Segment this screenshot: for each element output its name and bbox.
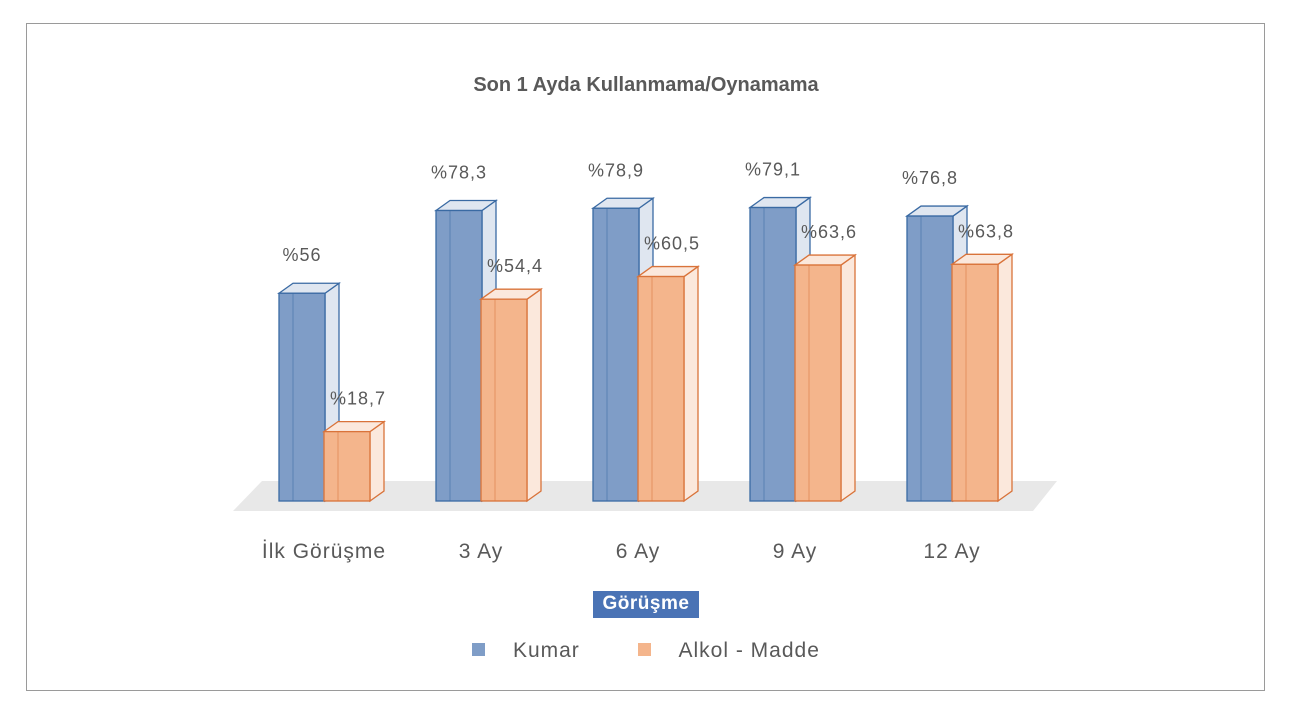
x-tick-label-9-ay: 9 Ay — [773, 540, 817, 563]
data-label-kumar-i-lk-gorusme: %56 — [282, 245, 321, 265]
legend-item-alkol-madde[interactable]: Alkol - Madde — [637, 639, 820, 663]
legend-swatch-alkol-madde — [637, 643, 651, 657]
bar-side-alkol-madde-12-ay — [997, 253, 1013, 503]
bar-alkol-madde-12-ay — [951, 263, 999, 502]
x-tick-label-12-ay: 12 Ay — [923, 540, 980, 563]
data-label-alkol-madde-3-ay: %54,4 — [487, 256, 543, 276]
x-axis-title: Görüşme — [592, 591, 700, 618]
bar-kumar-12-ay — [906, 215, 954, 502]
bar-side-alkol-madde-9-ay — [840, 253, 856, 503]
data-label-kumar-9-ay: %79,1 — [745, 160, 801, 180]
x-tick-label-3-ay: 3 Ay — [459, 540, 503, 563]
x-tick-label-6-ay: 6 Ay — [616, 540, 660, 563]
bar-kumar-9-ay — [749, 206, 797, 502]
bar-side-alkol-madde-6-ay — [683, 265, 699, 503]
data-label-alkol-madde-6-ay: %60,5 — [644, 234, 700, 254]
bar-alkol-madde-3-ay — [480, 298, 528, 502]
data-label-alkol-madde-12-ay: %63,8 — [958, 221, 1014, 241]
legend-swatch-kumar — [472, 643, 486, 657]
chart-title: Son 1 Ayda Kullanmama/Oynamama — [473, 74, 819, 96]
data-label-kumar-3-ay: %78,3 — [431, 163, 487, 183]
bar-alkol-madde-9-ay — [794, 264, 842, 502]
data-label-kumar-12-ay: %76,8 — [902, 168, 958, 188]
bar-kumar-3-ay — [435, 209, 483, 502]
data-label-alkol-madde-i-lk-gorusme: %18,7 — [330, 389, 386, 409]
data-label-alkol-madde-9-ay: %63,6 — [801, 222, 857, 242]
bar-side-alkol-madde-i-lk-gorusme — [369, 420, 385, 503]
data-label-kumar-6-ay: %78,9 — [588, 160, 644, 180]
legend-item-kumar[interactable]: Kumar — [472, 639, 580, 663]
bar-side-alkol-madde-3-ay — [526, 287, 542, 503]
bar-alkol-madde-6-ay — [637, 275, 685, 502]
legend-label-kumar: Kumar — [512, 639, 580, 663]
legend: Kumar Alkol - Madde — [0, 639, 1292, 663]
bar-kumar-i-lk-gorusme — [278, 292, 326, 502]
bar-alkol-madde-i-lk-gorusme — [323, 430, 371, 502]
x-tick-label-i-lk-gorusme: İlk Görüşme — [262, 540, 386, 563]
bar-kumar-6-ay — [592, 207, 640, 502]
legend-label-alkol-madde: Alkol - Madde — [678, 639, 820, 663]
